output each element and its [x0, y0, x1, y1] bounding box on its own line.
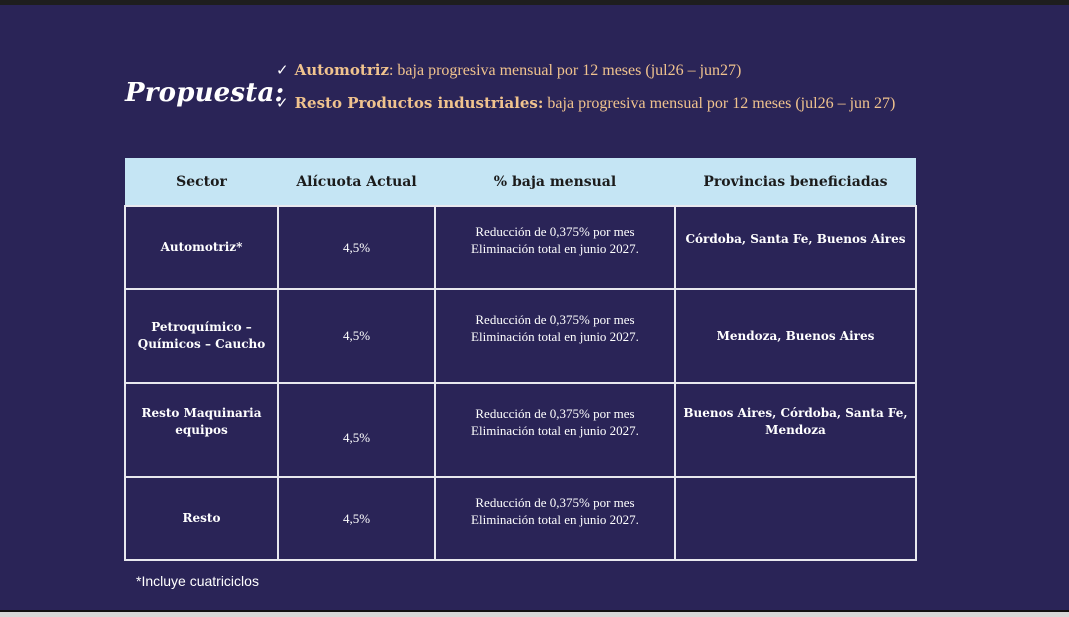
table-header-row: Sector Alícuota Actual % baja mensual Pr… [125, 158, 916, 206]
reduction-cell: Reducción de 0,375% por mes Eliminación t… [434, 476, 676, 561]
sector-cell: Resto Maquinaria equipos [124, 382, 279, 478]
bullet-text: : baja progresiva mensual por 12 meses (… [388, 62, 742, 79]
header-provincias: Provincias beneficiadas [675, 158, 916, 206]
sector-cell: Resto [124, 476, 279, 561]
table-row: Automotriz* 4,5% Reducción de 0,375% por… [124, 205, 917, 290]
bullet-resto-industriales: ✓ Resto Productos industriales: baja prog… [276, 94, 895, 113]
slide-title: Propuesta: [125, 78, 285, 108]
provinces-cell: Buenos Aires, Córdoba, Santa Fe, Mendoza [674, 382, 917, 478]
table-row: Resto 4,5% Reducción de 0,375% por mes El… [124, 476, 917, 561]
reduction-cell: Reducción de 0,375% por mes Eliminación t… [434, 205, 676, 290]
sector-cell: Automotriz* [124, 205, 279, 290]
top-border [0, 0, 1069, 5]
bottom-divider [0, 610, 1069, 612]
provinces-cell: Mendoza, Buenos Aires [674, 288, 917, 384]
footnote: *Incluye cuatriciclos [136, 573, 259, 589]
provinces-cell: Córdoba, Santa Fe, Buenos Aires [674, 205, 917, 290]
reduction-cell: Reducción de 0,375% por mes Eliminación t… [434, 382, 676, 478]
rate-cell: 4,5% [277, 288, 436, 384]
bottom-border [0, 612, 1069, 617]
bullet-bold-label: Automotriz [294, 61, 389, 79]
header-alicuota: Alícuota Actual [278, 158, 435, 206]
table-row: Petroquímico – Químicos – Caucho 4,5% Red… [124, 288, 917, 384]
reduction-cell: Reducción de 0,375% por mes Eliminación t… [434, 288, 676, 384]
table-row: Resto Maquinaria equipos 4,5% Reducción d… [124, 382, 917, 478]
header-sector: Sector [125, 158, 278, 206]
provinces-cell-empty [674, 476, 917, 561]
proposal-table: Sector Alícuota Actual % baja mensual Pr… [124, 158, 917, 561]
rate-cell: 4,5% [277, 205, 436, 290]
sector-cell: Petroquímico – Químicos – Caucho [124, 288, 279, 384]
checkmark-icon: ✓ [276, 61, 289, 79]
rate-cell: 4,5% [277, 476, 436, 561]
bullet-text: baja progresiva mensual por 12 meses (ju… [543, 95, 896, 112]
bullet-bold-label: Resto Productos industriales: [294, 94, 544, 112]
rate-cell: 4,5% [277, 382, 436, 478]
header-baja-mensual: % baja mensual [435, 158, 675, 206]
checkmark-icon: ✓ [276, 94, 289, 112]
bullet-automotriz: ✓ Automotriz: baja progresiva mensual por… [276, 61, 741, 80]
